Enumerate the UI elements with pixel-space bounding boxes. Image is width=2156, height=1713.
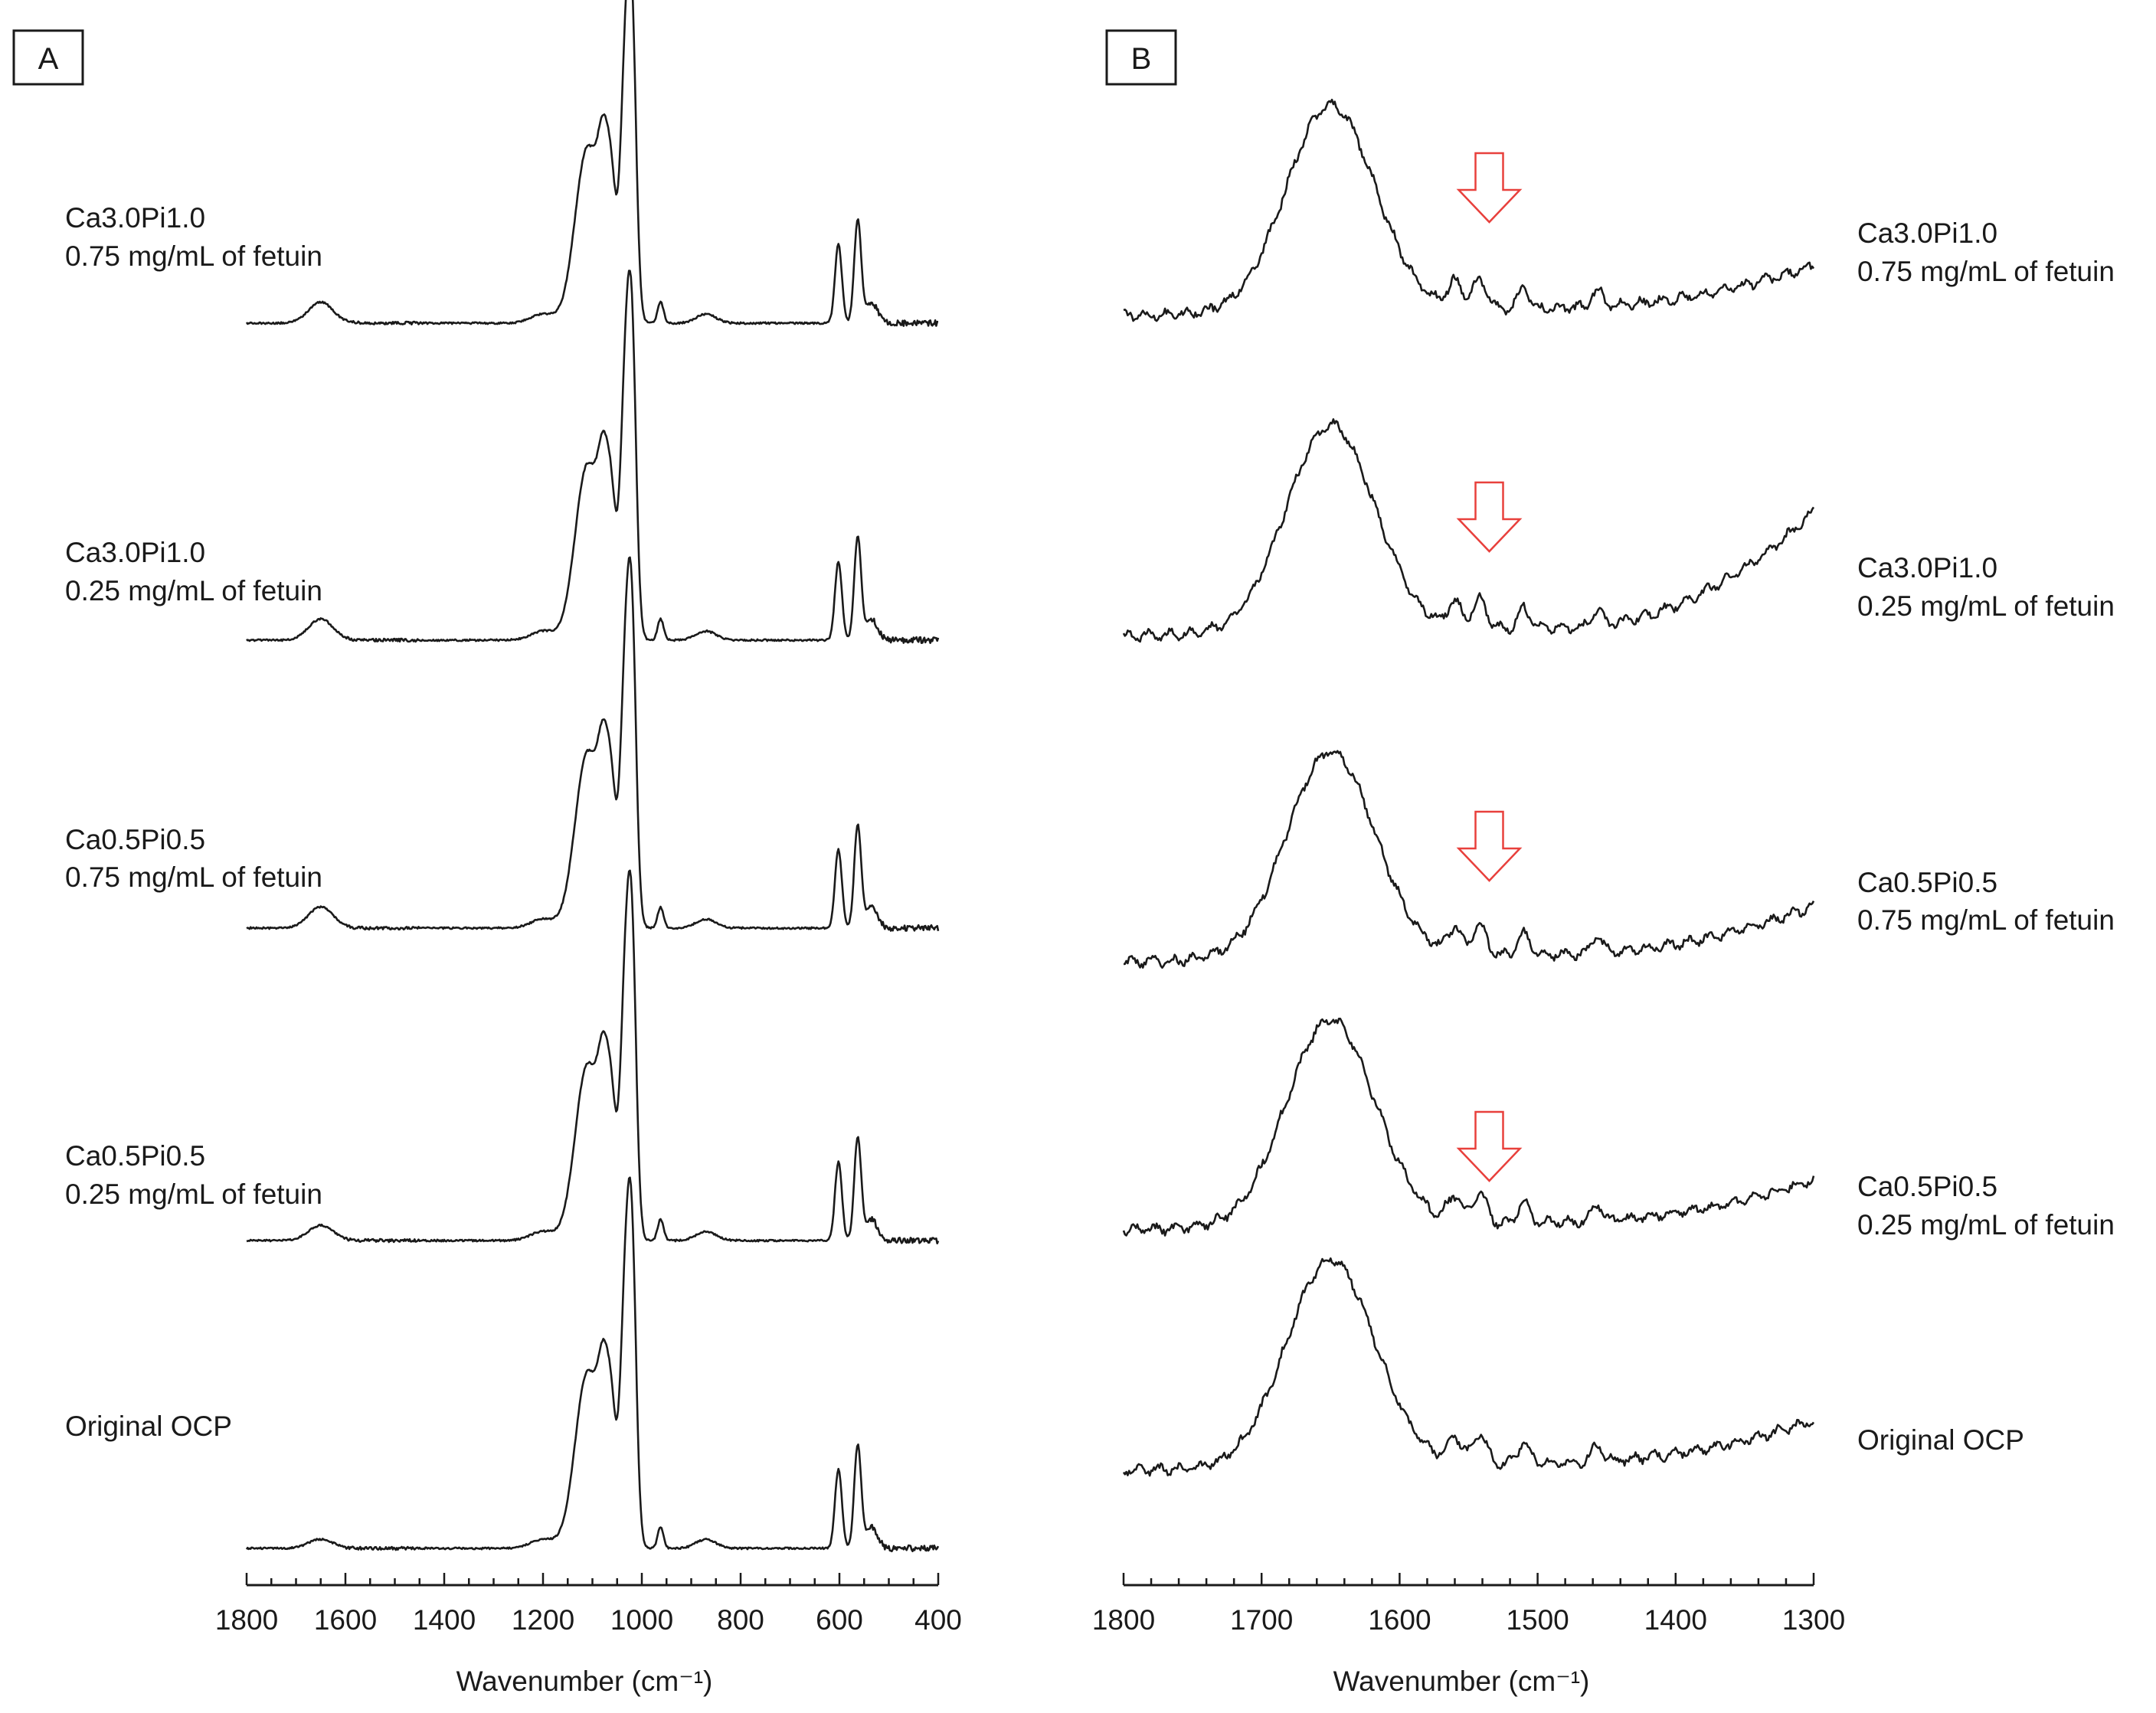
panel-b-tick-label-1400: 1400 bbox=[1644, 1604, 1707, 1636]
panel-b-label: B bbox=[1105, 29, 1177, 86]
panel-b-arrows bbox=[1456, 152, 1523, 1182]
panel-b-x-axis-title: Wavenumber (cm⁻¹) bbox=[1333, 1666, 1590, 1697]
label-a-1-line1: Ca3.0Pi1.0 bbox=[65, 202, 205, 234]
label-b-2-line1: Ca3.0Pi1.0 bbox=[1857, 552, 1997, 584]
label-a-3-line2: 0.75 mg/mL of fetuin bbox=[65, 861, 322, 893]
panel-a-tick-label-400: 400 bbox=[914, 1604, 962, 1636]
label-b-3-line2: 0.75 mg/mL of fetuin bbox=[1857, 904, 2115, 936]
label-a-3-line1: Ca0.5Pi0.5 bbox=[65, 824, 205, 855]
panel-b-trace-3 bbox=[1123, 750, 1815, 969]
panel-b-trace-2 bbox=[1122, 418, 1815, 643]
panel-a-x-axis-title: Wavenumber (cm⁻¹) bbox=[456, 1666, 713, 1697]
panel-b-tick-label-1800: 1800 bbox=[1092, 1604, 1155, 1636]
label-a-2-line2: 0.25 mg/mL of fetuin bbox=[65, 575, 322, 606]
panel-b-arrow-2 bbox=[1456, 481, 1523, 553]
label-b-3-line1: Ca0.5Pi0.5 bbox=[1857, 867, 1997, 898]
panel-b-arrow-1 bbox=[1456, 152, 1523, 224]
panel-a-series-labels: Ca3.0Pi1.0 0.75 mg/mL of fetuin Ca3.0Pi1… bbox=[65, 202, 322, 1442]
panel-a-label: A bbox=[12, 29, 84, 86]
label-b-2-line2: 0.25 mg/mL of fetuin bbox=[1857, 590, 2115, 622]
label-a-4-line2: 0.25 mg/mL of fetuin bbox=[65, 1179, 322, 1210]
label-b-5-line1: Original OCP bbox=[1857, 1424, 2024, 1456]
label-b-1-line1: Ca3.0Pi1.0 bbox=[1857, 217, 1997, 249]
panel-a-traces bbox=[245, 0, 940, 1553]
panel-a-letter: A bbox=[38, 42, 59, 76]
panel-a-tick-label-800: 800 bbox=[717, 1604, 764, 1636]
panel-a-tick-label-1200: 1200 bbox=[512, 1604, 574, 1636]
panel-a-x-axis: 1800 1600 1400 1200 1000 800 600 400 bbox=[215, 1573, 962, 1636]
panel-b-tick-label-1500: 1500 bbox=[1506, 1604, 1569, 1636]
panel-b-arrow-3 bbox=[1456, 810, 1523, 882]
panel-a-tick-label-1600: 1600 bbox=[314, 1604, 377, 1636]
panel-a-trace-4 bbox=[246, 869, 940, 1244]
panel-b-tick-label-1700: 1700 bbox=[1230, 1604, 1293, 1636]
label-a-4-line1: Ca0.5Pi0.5 bbox=[65, 1140, 205, 1172]
label-b-4-line1: Ca0.5Pi0.5 bbox=[1857, 1171, 1997, 1202]
panel-b-trace-1 bbox=[1123, 99, 1815, 322]
panel-a-tick-label-1000: 1000 bbox=[610, 1604, 673, 1636]
panel-a-trace-1 bbox=[245, 0, 939, 327]
panel-a-tick-label-1400: 1400 bbox=[413, 1604, 476, 1636]
panel-b-letter: B bbox=[1131, 42, 1152, 76]
panel-a-trace-5 bbox=[245, 1176, 940, 1553]
label-b-1-line2: 0.75 mg/mL of fetuin bbox=[1857, 256, 2115, 287]
panel-a-trace-3 bbox=[246, 556, 940, 932]
label-b-4-line2: 0.25 mg/mL of fetuin bbox=[1857, 1209, 2115, 1241]
panel-b-traces bbox=[1122, 99, 1815, 1477]
panel-b-tick-label-1600: 1600 bbox=[1368, 1604, 1431, 1636]
panel-b-x-axis: 1800 1700 1600 1500 1400 1300 bbox=[1092, 1573, 1845, 1636]
panel-b-trace-5 bbox=[1122, 1257, 1815, 1477]
panel-b-arrow-4 bbox=[1456, 1110, 1523, 1182]
panel-b-series-labels: Ca3.0Pi1.0 0.75 mg/mL of fetuin Ca3.0Pi1… bbox=[1857, 217, 2115, 1456]
panel-b-tick-label-1300: 1300 bbox=[1782, 1604, 1845, 1636]
panel-a-tick-label-1800: 1800 bbox=[215, 1604, 278, 1636]
label-a-5-line1: Original OCP bbox=[65, 1411, 232, 1442]
panel-b-trace-4 bbox=[1122, 1018, 1815, 1237]
panel-a-trace-2 bbox=[246, 270, 940, 645]
label-a-2-line1: Ca3.0Pi1.0 bbox=[65, 537, 205, 568]
label-a-1-line2: 0.75 mg/mL of fetuin bbox=[65, 240, 322, 272]
panel-a-tick-label-600: 600 bbox=[816, 1604, 863, 1636]
